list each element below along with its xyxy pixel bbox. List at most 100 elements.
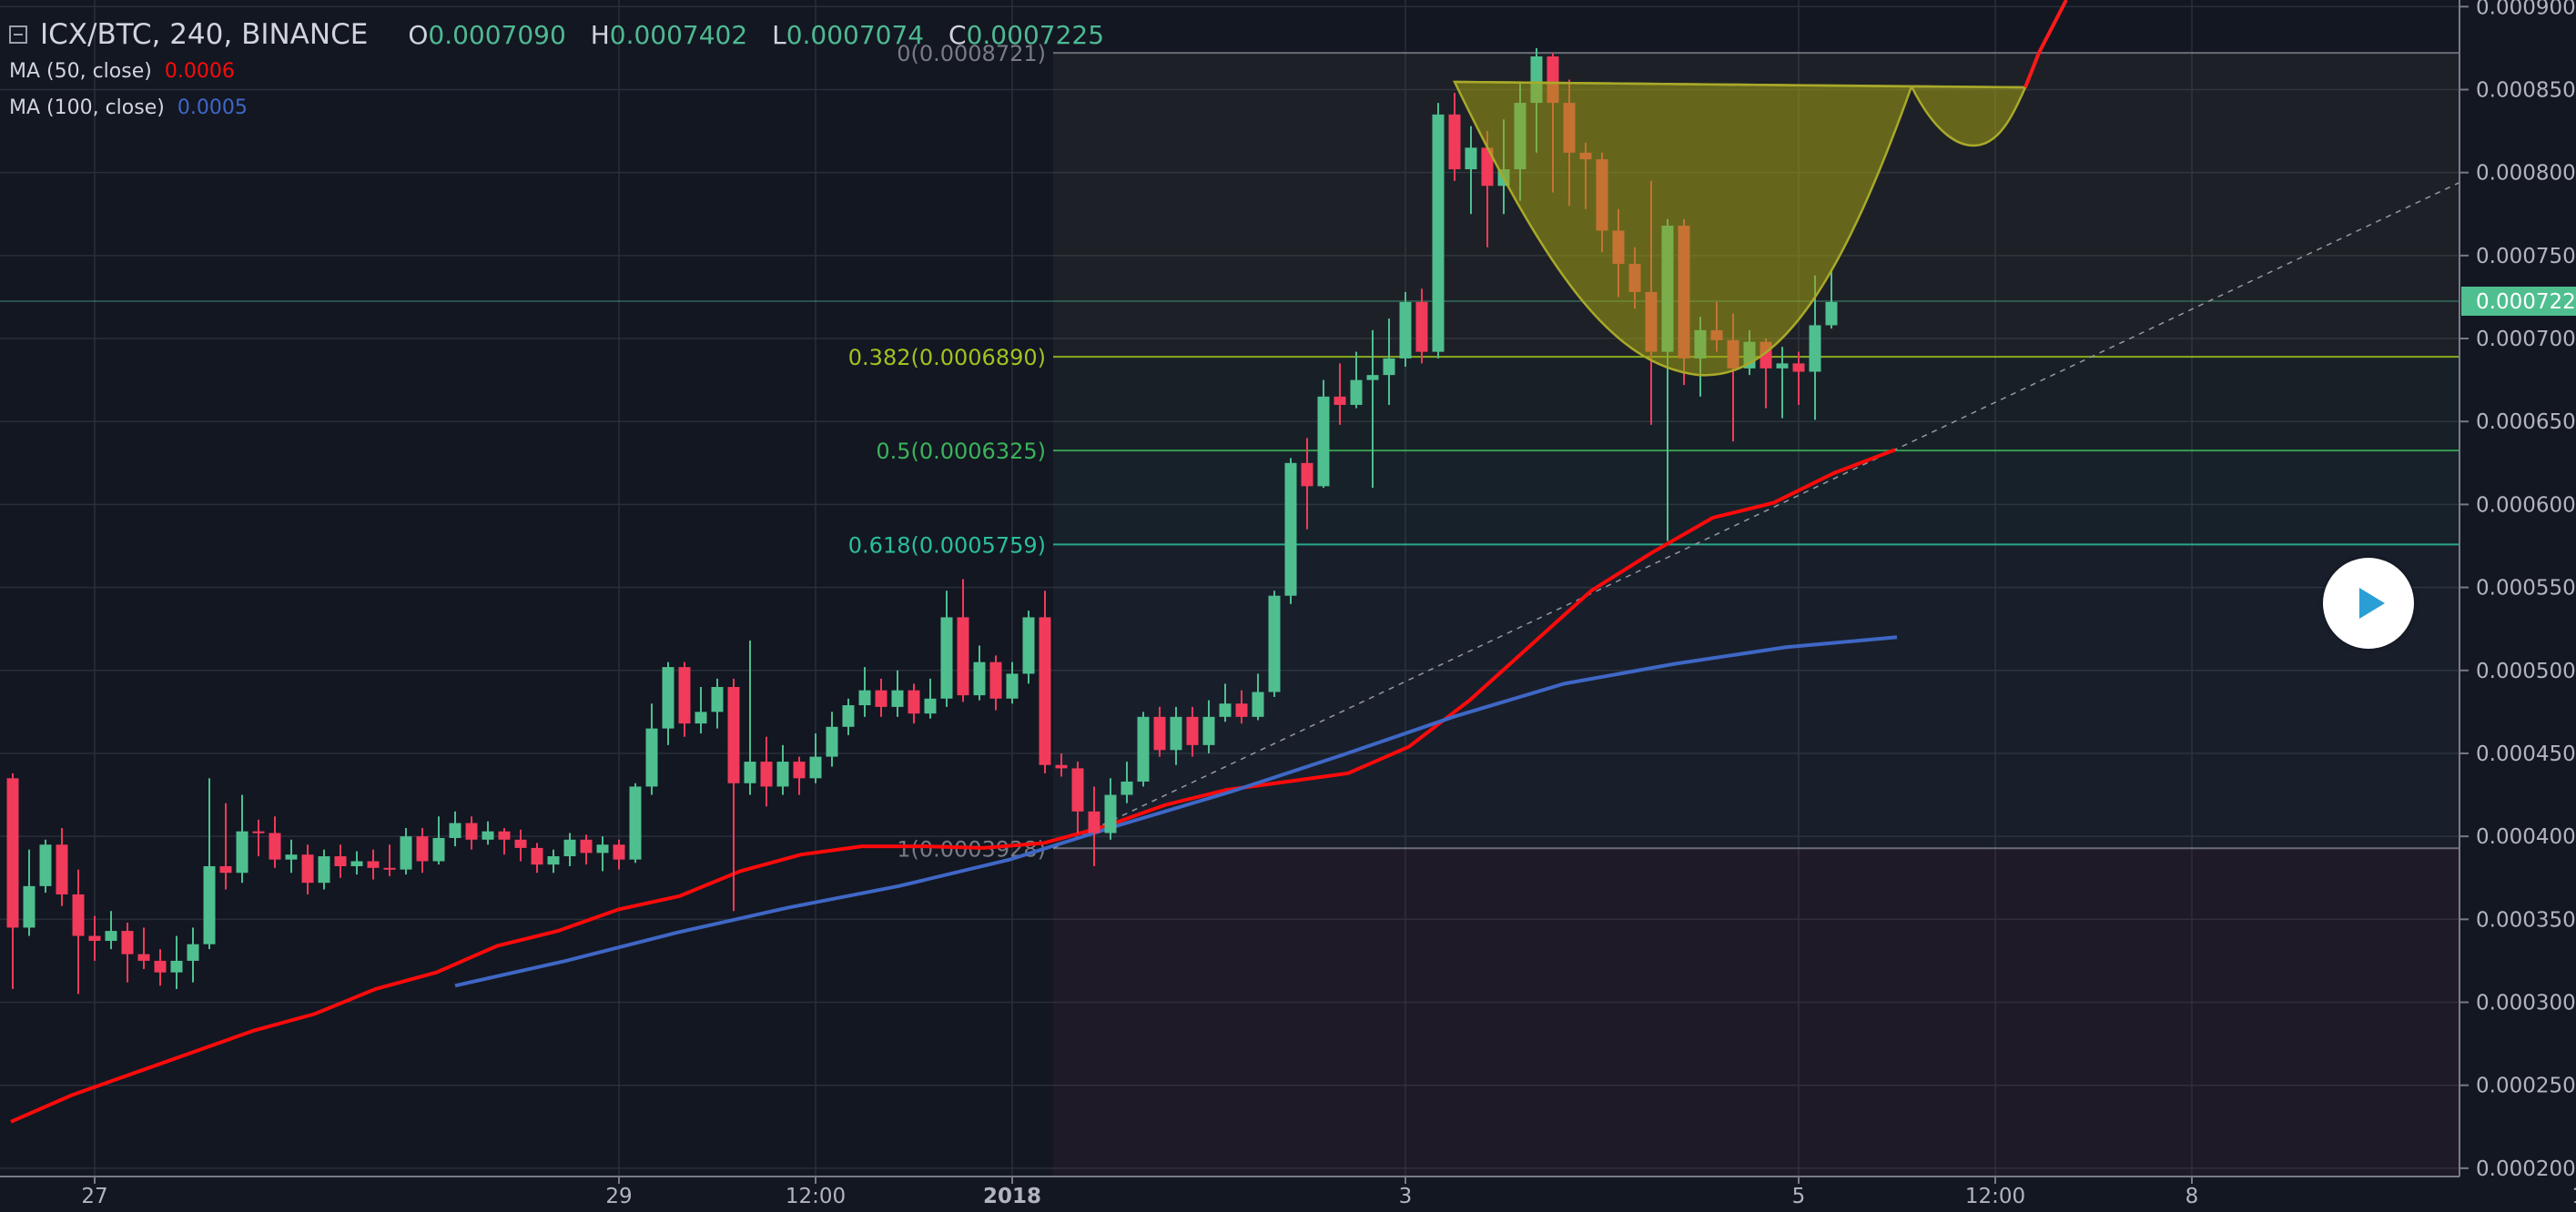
candle-body — [1366, 375, 1379, 380]
ma100-line — [454, 635, 1898, 988]
time-tick-label: 12:00 — [786, 1185, 846, 1208]
fib-level-label: 0(0.0008721) — [897, 41, 1046, 66]
candle-body — [613, 844, 625, 860]
candle-body — [252, 831, 265, 833]
symbol-title: ICX/BTC, 240, BINANCE — [40, 18, 369, 51]
candle-body — [875, 690, 887, 707]
last-price-label: 0.0007225 — [2476, 290, 2576, 314]
trend-line — [1052, 181, 2460, 849]
candle-body — [940, 617, 953, 699]
collapse-legend-icon[interactable] — [9, 25, 27, 44]
candle-body — [826, 726, 838, 757]
fib-level-label: 0.618(0.0005759) — [848, 532, 1046, 558]
candle-body — [891, 690, 904, 707]
candle-body — [531, 847, 543, 865]
play-icon — [2359, 588, 2385, 619]
candle-body — [645, 728, 658, 787]
handle-shape — [1909, 85, 2027, 147]
candle-body — [285, 854, 298, 860]
candle-body — [1825, 301, 1838, 326]
candle-body — [154, 960, 167, 973]
candle-body — [269, 833, 281, 860]
candle-body — [1399, 301, 1412, 359]
candle-body — [39, 844, 52, 886]
candle-body — [924, 698, 937, 714]
ma50-line — [10, 448, 1896, 1124]
candle-body — [1006, 673, 1019, 699]
candle-body — [88, 935, 101, 942]
time-tick-label: 5 — [1792, 1185, 1806, 1208]
time-tick-label: 3 — [1399, 1185, 1413, 1208]
chart-legend-header: ICX/BTC, 240, BINANCE O0.0007090 H0.0007… — [9, 18, 1104, 51]
close-label: C — [948, 19, 967, 50]
candle-body — [1465, 147, 1477, 170]
low-value: 0.0007074 — [786, 19, 925, 50]
dotted-trend-line — [1052, 181, 2460, 849]
candle-body — [367, 861, 380, 868]
candle-body — [170, 960, 183, 973]
candle-body — [137, 954, 150, 961]
time-tick-label: 8 — [2186, 1185, 2199, 1208]
candle-body — [842, 705, 855, 727]
candle-body — [1432, 114, 1445, 352]
candle-body — [1055, 764, 1068, 769]
play-button[interactable] — [2323, 558, 2414, 649]
candle-body — [416, 836, 429, 862]
candle-body — [1235, 703, 1248, 717]
candle-body — [711, 687, 724, 712]
candle-body — [121, 931, 134, 954]
candle-body — [1776, 363, 1789, 369]
candle-body — [1186, 716, 1199, 745]
fib-zone — [1053, 357, 2459, 451]
candle-body — [105, 931, 117, 942]
candle-body — [1809, 325, 1821, 372]
candle-body — [400, 836, 412, 870]
rim-line — [1454, 80, 2026, 89]
breakout-arrow-line — [2023, 0, 2068, 88]
ma50-legend[interactable]: MA (50, close) 0.0006 — [9, 60, 235, 83]
ohlc-values: O0.0007090 H0.0007402 L0.0007074 C0.0007… — [391, 20, 1104, 50]
candle-body — [1481, 147, 1494, 187]
candle-body — [1088, 811, 1100, 833]
candle-body — [1268, 595, 1281, 692]
ma100-legend[interactable]: MA (100, close) 0.0005 — [9, 96, 248, 119]
candle-body — [678, 667, 691, 724]
low-label: L — [772, 19, 786, 50]
candle-body — [1071, 768, 1084, 812]
candle-body — [727, 687, 740, 783]
grid-lines — [0, 0, 2459, 1177]
close-value: 0.0007225 — [966, 19, 1105, 50]
candle-body — [236, 831, 248, 874]
candle-body — [908, 690, 920, 714]
candle-body — [858, 690, 871, 706]
fibonacci-retracement: 0(0.0008721) 0.382(0.0006890) 0.5(0.000632… — [848, 41, 2459, 1177]
candle-body — [187, 944, 199, 961]
candle-body — [1415, 301, 1428, 352]
candle-body — [1170, 716, 1182, 751]
candle-body — [23, 885, 35, 928]
candle-body — [6, 778, 19, 928]
candle-body — [809, 756, 822, 779]
candle-body — [1022, 617, 1035, 674]
candle-body — [1334, 396, 1346, 405]
open-label: O — [408, 19, 429, 50]
fib-zone — [1053, 544, 2459, 849]
high-label: H — [590, 19, 610, 50]
candle-body — [301, 854, 314, 884]
candle-body — [1317, 396, 1330, 487]
candle-body — [72, 894, 85, 936]
candle-body — [1301, 462, 1313, 487]
